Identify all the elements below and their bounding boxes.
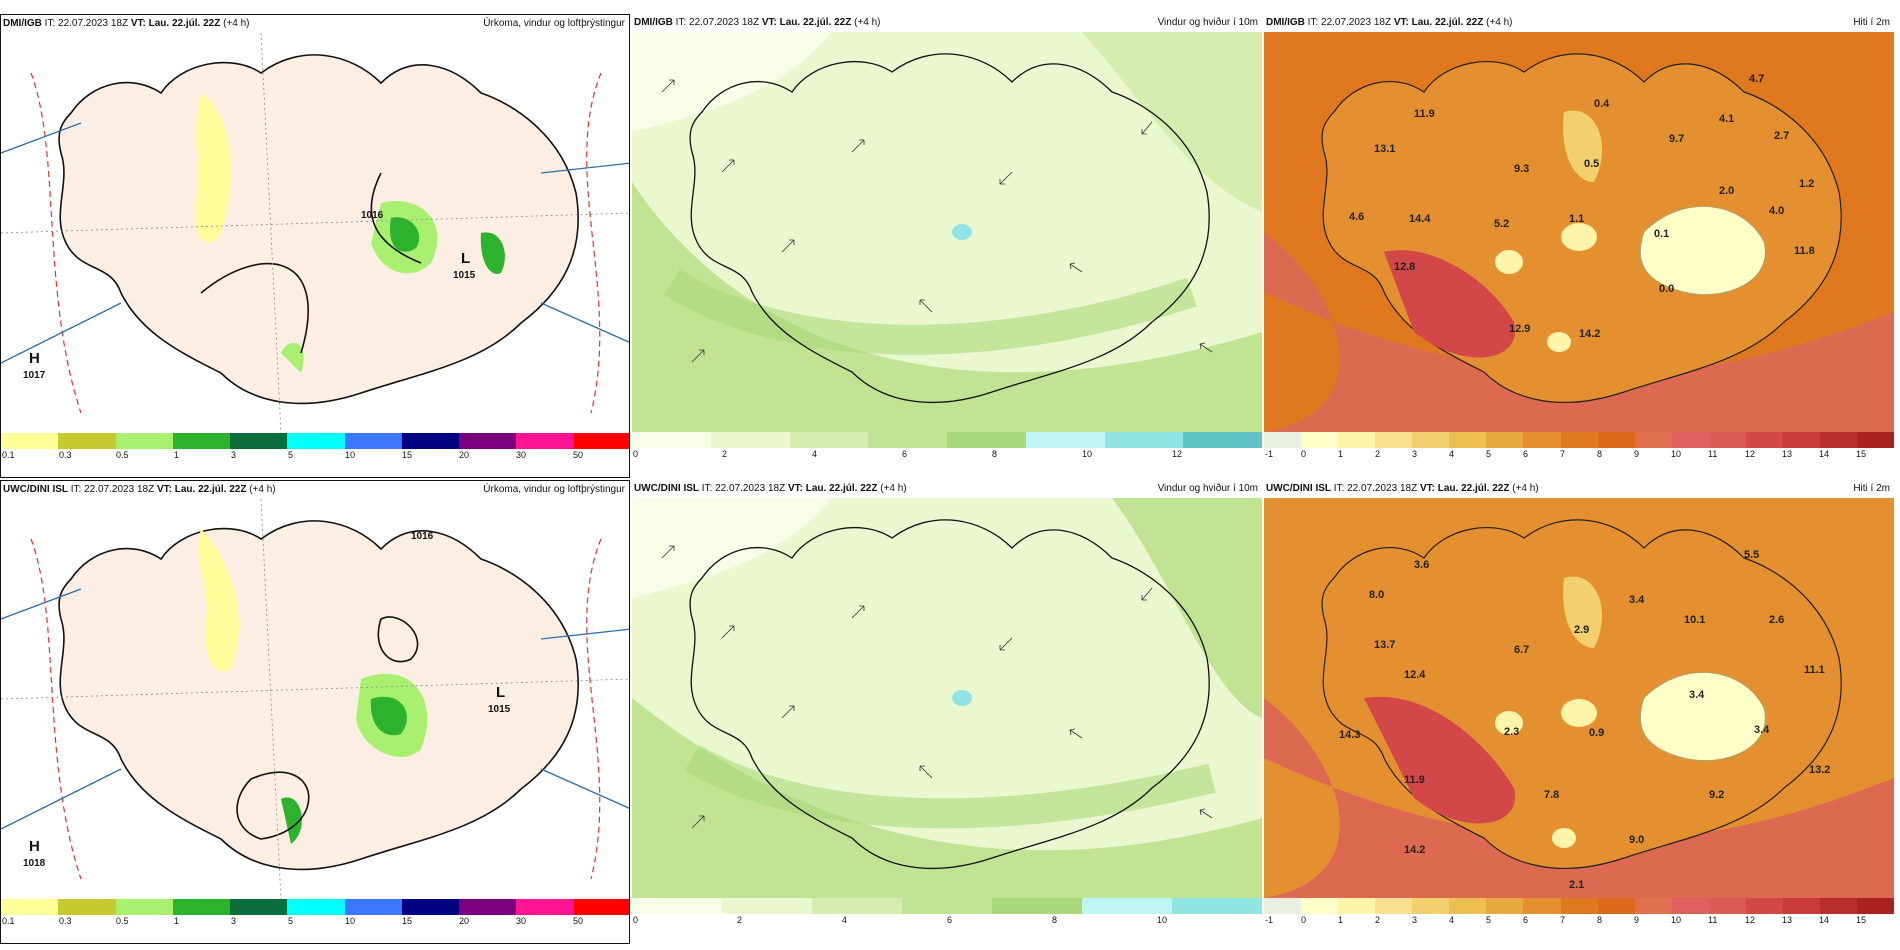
wind-colorbar: [632, 898, 1262, 914]
temperature-value-label: 3.4: [1754, 724, 1770, 736]
precip-colorbar: [1, 433, 629, 449]
temperature-value-label: 7.8: [1544, 789, 1559, 801]
high-pressure-value: 1017: [23, 370, 46, 381]
temperature-value-label: 13.7: [1374, 639, 1395, 651]
panel-title: Úrkoma, vindur og loftþrýstingur: [483, 484, 625, 495]
wind-map: [632, 32, 1262, 432]
panel-title: Hiti í 2m: [1853, 483, 1890, 494]
wind-colorbar-ticks: 0 2 4 6 8 10: [633, 915, 1168, 925]
temperature-value-label: 14.3: [1339, 729, 1360, 741]
temperature-value-label: 1.2: [1799, 178, 1814, 190]
temp-panel-dmi: DMI/IGB IT: 22.07.2023 18Z VT: Lau. 22.j…: [1264, 14, 1894, 478]
precip-panel-uwc: UWC/DINI ISL IT: 22.07.2023 18Z VT: Lau.…: [0, 480, 630, 944]
panel-title: Hiti í 2m: [1853, 17, 1890, 28]
temperature-value-label: 6.7: [1514, 644, 1529, 656]
iceland-land: [58, 520, 580, 871]
low-pressure-value: 1015: [488, 704, 511, 715]
temperature-value-label: 12.8: [1394, 261, 1415, 273]
iceland-outline: [689, 53, 1210, 403]
iceland-outline: [689, 519, 1210, 869]
temperature-value-label: 4.0: [1769, 205, 1784, 217]
panel-header: DMI/IGB IT: 22.07.2023 18Z VT: Lau. 22.j…: [634, 17, 881, 28]
panel-title: Vindur og hviður í 10m: [1157, 483, 1258, 494]
temperature-value-label: 2.7: [1774, 130, 1789, 142]
temperature-value-label: 5.2: [1494, 218, 1509, 230]
temperature-value-label: 14.4: [1409, 213, 1431, 225]
wind-arrows: [661, 79, 1213, 363]
temp-map: 11.9 13.1 4.6 14.4 12.8 9.3 5.2 1.1 0.4 0.5 9.7 4.1…: [1264, 32, 1894, 432]
temperature-value-label: 9.0: [1629, 834, 1644, 846]
precip-colorbar: [1, 899, 629, 915]
temperature-value-label: 3.4: [1689, 689, 1705, 701]
temperature-value-label: 14.2: [1404, 844, 1425, 856]
isobar-label: 1016: [411, 531, 434, 542]
temperature-value-label: 2.6: [1769, 614, 1784, 626]
temperature-value-label: 2.1: [1569, 879, 1584, 891]
temperature-value-label: 11.9: [1404, 774, 1425, 786]
panel-title: Vindur og hviður í 10m: [1157, 17, 1258, 28]
temp-panel-uwc: UWC/DINI ISL IT: 22.07.2023 18Z VT: Lau.…: [1264, 480, 1894, 944]
precip-map: H 1017 L 1015 1016: [1, 33, 629, 433]
temperature-value-label: 9.2: [1709, 789, 1724, 801]
temperature-value-label: 3.6: [1414, 559, 1429, 571]
temperature-value-label: 11.8: [1794, 245, 1815, 257]
temperature-value-label: 13.2: [1809, 764, 1830, 776]
temperature-value-label: 4.7: [1749, 73, 1764, 85]
temperature-value-label: 9.7: [1669, 133, 1684, 145]
temperature-value-label: 5.5: [1744, 549, 1759, 561]
temp-colorbar: [1264, 898, 1894, 914]
panel-header: UWC/DINI ISL IT: 22.07.2023 18Z VT: Lau.…: [634, 483, 907, 494]
temperature-value-label: 1.1: [1569, 213, 1584, 225]
temperature-value-label: 14.2: [1579, 328, 1600, 340]
temperature-value-label: 9.3: [1514, 163, 1529, 175]
wind-panel-uwc: UWC/DINI ISL IT: 22.07.2023 18Z VT: Lau.…: [632, 480, 1262, 944]
panel-header: DMI/IGB IT: 22.07.2023 18Z VT: Lau. 22.j…: [1266, 17, 1513, 28]
wind-panel-dmi: DMI/IGB IT: 22.07.2023 18Z VT: Lau. 22.j…: [632, 14, 1262, 478]
isobar-label: 1016: [361, 210, 384, 221]
precip-panel-dmi: DMI/IGB IT: 22.07.2023 18Z VT: Lau. 22.j…: [0, 14, 630, 478]
temperature-value-label: 2.0: [1719, 185, 1734, 197]
temperature-value-label: 0.1: [1654, 228, 1669, 240]
panel-title: Úrkoma, vindur og loftþrýstingur: [483, 18, 625, 29]
temp-colorbar-ticks: -1 0 1 2 3 4 5 6 7 8 9 10 11 12 13 14 15: [1265, 449, 1867, 459]
precip-colorbar-ticks: 0.1 0.3 0.5 1 3 5 10 15 20 30 50: [2, 450, 584, 460]
low-pressure-label: L: [461, 250, 470, 267]
temp-colorbar: [1264, 432, 1894, 448]
low-pressure-value: 1015: [453, 270, 476, 281]
high-pressure-label: H: [29, 838, 40, 855]
temperature-value-label: 0.9: [1589, 727, 1604, 739]
temperature-value-label: 12.9: [1509, 323, 1530, 335]
temperature-value-label: 2.3: [1504, 726, 1519, 738]
wind-arrows: [661, 545, 1213, 829]
temperature-value-label: 4.1: [1719, 113, 1734, 125]
temperature-value-label: 0.4: [1594, 98, 1610, 110]
wind-colorbar: [632, 432, 1262, 448]
temperature-value-label: 4.6: [1349, 211, 1364, 223]
wind-map: [632, 498, 1262, 898]
panel-header: DMI/IGB IT: 22.07.2023 18Z VT: Lau. 22.j…: [3, 18, 250, 29]
temperature-value-label: 8.0: [1369, 589, 1384, 601]
temperature-value-label: 13.1: [1374, 143, 1395, 155]
temperature-value-label: 10.1: [1684, 614, 1705, 626]
panel-header: UWC/DINI ISL IT: 22.07.2023 18Z VT: Lau.…: [1266, 483, 1539, 494]
high-pressure-label: H: [29, 350, 40, 367]
temp-colorbar-ticks: -1 0 1 2 3 4 5 6 7 8 9 10 11 12 13 14 15: [1265, 915, 1867, 925]
wind-colorbar-ticks: 0 2 4 6 8 10 12: [633, 449, 1183, 459]
precip-colorbar-ticks: 0.1 0.3 0.5 1 3 5 10 15 20 30 50: [2, 916, 584, 926]
temperature-value-label: 11.9: [1414, 108, 1435, 120]
temperature-value-label: 11.1: [1804, 664, 1825, 676]
temp-map: 3.6 8.0 13.7 12.4 6.7 2.9 3.4 10.1 5.5 2.6 11.1 3.4…: [1264, 498, 1894, 898]
temperature-value-label: 2.9: [1574, 624, 1589, 636]
iceland-land: [58, 54, 580, 405]
high-pressure-value: 1018: [23, 858, 46, 869]
low-pressure-label: L: [496, 684, 505, 701]
precip-map: H 1018 L 1015 1016: [1, 499, 629, 899]
temperature-value-label: 0.0: [1659, 283, 1674, 295]
panel-header: UWC/DINI ISL IT: 22.07.2023 18Z VT: Lau.…: [3, 484, 276, 495]
temperature-value-label: 3.4: [1629, 594, 1645, 606]
temperature-value-label: 0.5: [1584, 158, 1599, 170]
temperature-value-label: 12.4: [1404, 669, 1426, 681]
